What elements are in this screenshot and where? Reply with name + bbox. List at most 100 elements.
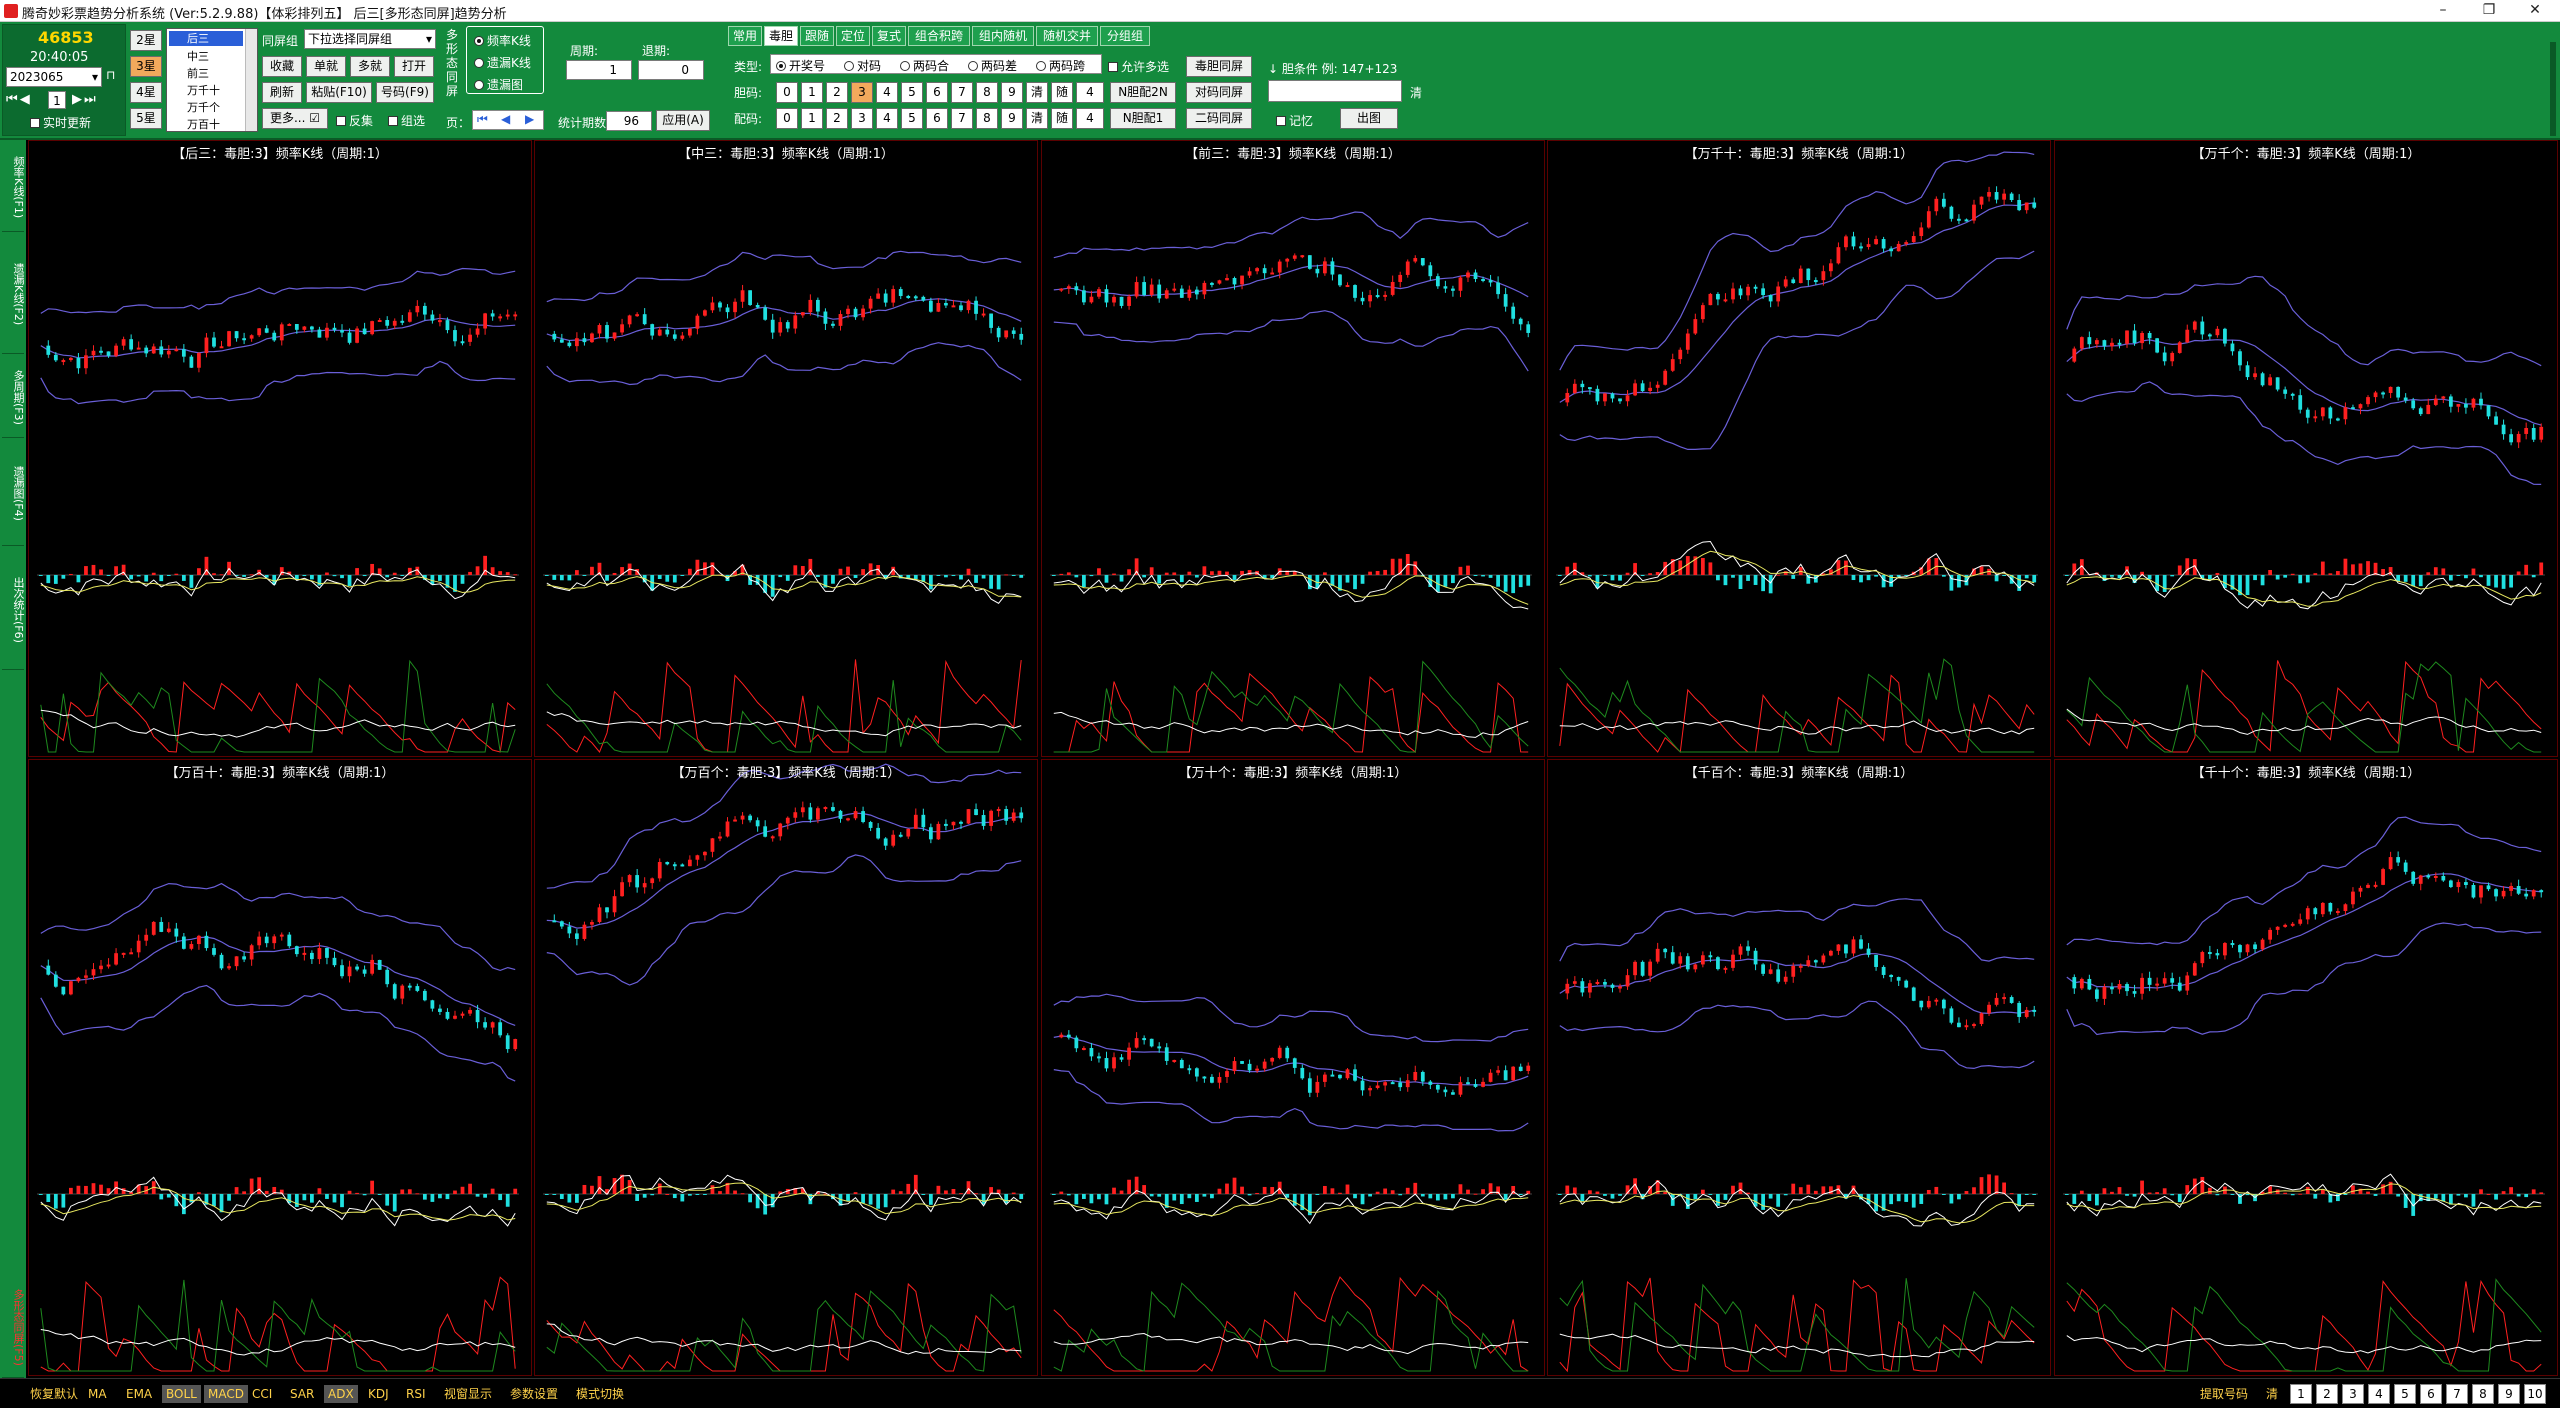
page-button-10[interactable]: 10 <box>2524 1384 2546 1404</box>
page-button-4[interactable]: 4 <box>2368 1384 2390 1404</box>
vtab-miss-chart[interactable]: 遗漏图(F4) <box>2 442 25 546</box>
page-button-6[interactable]: 6 <box>2420 1384 2442 1404</box>
star-button-5[interactable]: 5星 <box>130 108 162 129</box>
page-button-9[interactable]: 9 <box>2498 1384 2520 1404</box>
chart-panel[interactable]: 【后三：毒胆:3】频率K线（周期:1） <box>28 140 532 757</box>
type-radio-pair[interactable]: 对码 <box>844 57 881 74</box>
indicator-rsi-button[interactable]: RSI <box>406 1387 426 1401</box>
close-button[interactable]: ✕ <box>2529 2 2541 18</box>
open-button[interactable]: 打开 <box>394 56 434 77</box>
indicator-adx-button[interactable]: ADX <box>324 1385 358 1403</box>
pei-digit-7[interactable]: 7 <box>951 108 973 129</box>
dan-count-stepper[interactable]: 4 <box>1076 82 1104 103</box>
list-item[interactable]: 前三 <box>187 67 209 80</box>
dan-random-button[interactable]: 随 <box>1051 82 1073 103</box>
star-button-3[interactable]: 3星 <box>130 56 162 77</box>
list-item[interactable]: 万千个 <box>187 101 220 114</box>
page-button-7[interactable]: 7 <box>2446 1384 2468 1404</box>
pei-digit-6[interactable]: 6 <box>926 108 948 129</box>
number-button[interactable]: 号码(F9) <box>376 82 434 103</box>
list-item[interactable]: 万千十 <box>187 84 220 97</box>
dan-digit-8[interactable]: 8 <box>976 82 998 103</box>
indicator-ma-button[interactable]: MA <box>88 1387 107 1401</box>
mode-radio-freq[interactable]: 频率K线 <box>474 32 531 49</box>
restore-button[interactable]: ❐ <box>2482 2 2496 18</box>
vtab-multi-form[interactable]: 多形态同屏(F5) <box>2 1278 25 1378</box>
vtab-multi-cycle[interactable]: 多周期(F3) <box>2 358 25 438</box>
nav-first-prev-icons[interactable]: ⏮◀ <box>6 92 32 107</box>
favorite-button[interactable]: 收藏 <box>262 56 302 77</box>
pei-digit-4[interactable]: 4 <box>876 108 898 129</box>
more-button[interactable]: 更多... ☑ <box>262 108 328 129</box>
page-button-2[interactable]: 2 <box>2316 1384 2338 1404</box>
list-item[interactable]: 后三 <box>169 31 243 46</box>
page-button-1[interactable]: 1 <box>2290 1384 2312 1404</box>
reverse-checkbox[interactable]: 反集 <box>336 112 373 129</box>
list-item[interactable]: 中三 <box>187 50 209 63</box>
paste-button[interactable]: 粘贴(F10) <box>306 82 372 103</box>
indicator-sar-button[interactable]: SAR <box>290 1387 315 1401</box>
realtime-checkbox[interactable]: 实时更新 <box>30 114 91 131</box>
indicator-macd-button[interactable]: MACD <box>204 1385 248 1403</box>
dan-digit-6[interactable]: 6 <box>926 82 948 103</box>
dan-digit-0[interactable]: 0 <box>776 82 798 103</box>
vtab-freq-k[interactable]: 频率K线(F1) <box>2 144 25 232</box>
tab-position[interactable]: 定位 <box>836 26 870 46</box>
tab-dudan[interactable]: 毒胆 <box>764 26 798 46</box>
dan-clear-button[interactable]: 清 <box>1026 82 1048 103</box>
output-button[interactable]: 出图 <box>1340 108 1398 129</box>
condition-clear[interactable]: 清 <box>1410 86 1423 100</box>
dan-digit-2[interactable]: 2 <box>826 82 848 103</box>
mode-radio-miss[interactable]: 遗漏K线 <box>474 54 531 71</box>
pei-digit-9[interactable]: 9 <box>1001 108 1023 129</box>
indicator-boll-button[interactable]: BOLL <box>162 1385 201 1403</box>
dan-digit-9[interactable]: 9 <box>1001 82 1023 103</box>
dudan-same-button[interactable]: 毒胆同屏 <box>1186 56 1252 77</box>
refresh-button[interactable]: 刷新 <box>262 82 302 103</box>
filter-checkbox[interactable]: 组选 <box>388 112 425 129</box>
pei-random-button[interactable]: 随 <box>1051 108 1073 129</box>
chart-panel[interactable]: 【万千十：毒胆:3】频率K线（周期:1） <box>1547 140 2051 757</box>
back-input[interactable]: 0 <box>638 60 704 80</box>
pei-digit-2[interactable]: 2 <box>826 108 848 129</box>
pei-digit-8[interactable]: 8 <box>976 108 998 129</box>
lock-icon[interactable]: ⊓ <box>106 68 116 82</box>
position-list[interactable]: 后三 中三 前三 万千十 万千个 万百十 <box>166 28 258 132</box>
page-button-8[interactable]: 8 <box>2472 1384 2494 1404</box>
period-select[interactable]: 2023065 ▾ <box>6 67 102 87</box>
page-button-5[interactable]: 5 <box>2394 1384 2416 1404</box>
apply-button[interactable]: 应用(A) <box>656 110 710 131</box>
tab-group[interactable]: 分组组 <box>1100 26 1150 46</box>
pei-digit-1[interactable]: 1 <box>801 108 823 129</box>
chart-panel[interactable]: 【中三：毒胆:3】频率K线（周期:1） <box>534 140 1038 757</box>
period-input[interactable]: 1 <box>566 60 632 80</box>
vtab-count[interactable]: 出次统计(F6) <box>2 550 25 670</box>
multi-button[interactable]: 多就 <box>350 56 390 77</box>
n-dan-1-button[interactable]: N胆配1 <box>1110 108 1176 129</box>
chart-panel[interactable]: 【万十个：毒胆:3】频率K线（周期:1） <box>1041 759 1545 1376</box>
pei-digit-5[interactable]: 5 <box>901 108 923 129</box>
type-radio-draw[interactable]: 开奖号 <box>776 57 825 74</box>
toolbar-scrollbar[interactable] <box>2550 42 2556 136</box>
indicator-cci-button[interactable]: CCI <box>252 1387 273 1401</box>
indicator--button[interactable]: 恢复默认 <box>30 1387 79 1401</box>
periods-input[interactable]: 96 <box>606 111 652 131</box>
indicator-ema-button[interactable]: EMA <box>126 1387 153 1401</box>
pei-digit-0[interactable]: 0 <box>776 108 798 129</box>
vtab-miss-k[interactable]: 遗漏K线(F2) <box>2 236 25 354</box>
dan-digit-1[interactable]: 1 <box>801 82 823 103</box>
indicator--button[interactable]: 模式切换 <box>576 1387 625 1401</box>
type-radio-sum[interactable]: 两码合 <box>900 57 949 74</box>
tab-random[interactable]: 组内随机 <box>972 26 1034 46</box>
duima-same-button[interactable]: 对码同屏 <box>1186 82 1252 103</box>
mode-radio-chart[interactable]: 遗漏图 <box>474 76 523 93</box>
pei-digit-3[interactable]: 3 <box>851 108 873 129</box>
pei-clear-button[interactable]: 清 <box>1026 108 1048 129</box>
type-radio-diff[interactable]: 两码差 <box>968 57 1017 74</box>
erma-same-button[interactable]: 二码同屏 <box>1186 108 1252 129</box>
chart-panel[interactable]: 【万百十：毒胆:3】频率K线（周期:1） <box>28 759 532 1376</box>
page-nav[interactable]: ⏮ ◀ ▶ <box>472 110 544 130</box>
indicator-kdj-button[interactable]: KDJ <box>368 1387 389 1401</box>
allow-multi-checkbox[interactable]: 允许多选 <box>1108 58 1169 75</box>
next-page-icon[interactable]: ▶ <box>525 112 535 126</box>
